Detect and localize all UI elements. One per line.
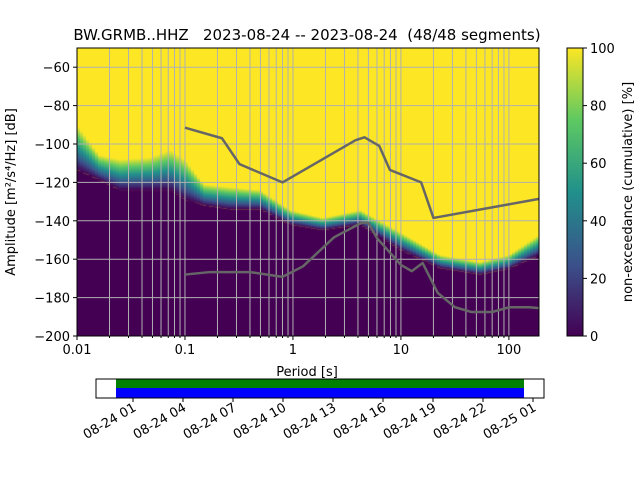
x-axis-ticks: 0.01 0.1 1 10 100 [63, 336, 521, 358]
timeline-tick-label: 08-24 19 [381, 400, 439, 442]
nlnm-line [184, 221, 540, 314]
y-tick-label: −60 [43, 61, 70, 76]
colorbar-frame [566, 47, 584, 337]
timeline-tick-label: 08-24 07 [181, 400, 239, 442]
y-axis-ticks: −60 −80 −100 −120 −140 −160 −180 −200 [34, 61, 77, 345]
timeline-data [116, 388, 524, 398]
x-tick-label: 1 [289, 343, 297, 358]
y-axis-label: Amplitude [m²/s⁴/Hz] [dB] [4, 108, 19, 276]
x-axis-label: Period [s] [276, 365, 338, 380]
x-tick-label: 0.01 [63, 343, 92, 358]
colorbar-tick-label: 100 [590, 42, 615, 57]
y-tick-label: −80 [43, 100, 70, 115]
noise-model-lines [184, 126, 540, 314]
colorbar [567, 48, 583, 336]
x-tick-label: 10 [393, 343, 410, 358]
plot-frame [76, 47, 540, 337]
colorbar-tick-label: 60 [590, 157, 607, 172]
timeline-tick-label: 08-24 13 [281, 400, 339, 442]
y-tick-label: −100 [34, 138, 70, 153]
timeline-coverage [116, 379, 524, 388]
y-tick-label: −140 [34, 215, 70, 230]
colorbar-tick-label: 80 [590, 100, 607, 115]
colorbar-ticks: 0 20 40 60 80 100 [583, 42, 615, 345]
colorbar-label: non-exceedance (cumulative) [%] [621, 82, 636, 302]
x-tick-label: 100 [496, 343, 521, 358]
colorbar-tick-label: 20 [590, 272, 607, 287]
timeline-tick-label: 08-24 01 [81, 400, 139, 442]
chart-title: BW.GRMB..HHZ 2023-08-24 -- 2023-08-24 (4… [73, 26, 540, 44]
timeline-tick-label: 08-24 16 [331, 400, 389, 442]
colorbar-tick-label: 40 [590, 215, 607, 230]
timeline-tick-label: 08-24 04 [131, 400, 189, 442]
y-tick-label: −160 [34, 253, 70, 268]
timeline-frame [95, 378, 545, 399]
y-tick-label: −180 [34, 292, 70, 307]
timeline-tick-label: 08-24 10 [231, 400, 289, 442]
grid [76, 48, 539, 337]
timeline-tick-label: 08-24 22 [431, 400, 489, 442]
x-tick-label: 0.1 [175, 343, 196, 358]
nhnm-line [184, 126, 540, 220]
timeline-tick-label: 08-25 01 [481, 400, 539, 442]
psd-heatmap [77, 48, 539, 336]
y-tick-label: −120 [34, 176, 70, 191]
colorbar-tick-label: 0 [590, 330, 598, 345]
y-tick-label: −200 [34, 330, 70, 345]
